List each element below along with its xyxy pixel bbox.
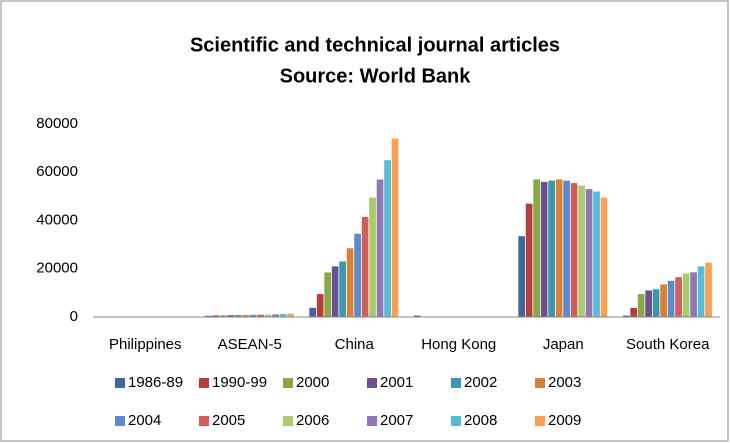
bar [697,266,705,317]
bar [525,203,533,317]
bar [518,236,526,317]
bar [287,313,294,317]
legend-swatch [283,416,293,426]
bar [690,272,697,317]
legend-label: 1986-89 [128,374,183,391]
x-tick-label: China [335,336,375,353]
legend-label: 2006 [296,412,329,429]
bar [339,261,346,317]
legend-label: 2003 [548,374,581,391]
bar [272,314,279,317]
bar [316,294,324,317]
bar [555,179,563,317]
legend-label: 1990-99 [212,374,267,391]
y-tick-label: 80000 [36,115,78,132]
x-tick-label: South Korea [626,336,710,353]
bar [585,189,593,317]
bar [675,277,682,317]
bar [413,315,421,317]
legend-swatch [367,416,377,426]
bar [376,179,384,317]
chart-title: Scientific and technical journal article… [190,34,560,56]
bar [279,313,287,317]
legend-swatch [199,416,209,426]
legend-swatch [535,378,545,388]
bar [309,307,317,317]
bar [361,216,369,317]
x-tick-label: Hong Kong [421,336,496,353]
bar [391,138,399,317]
bar [540,181,548,317]
bar [548,180,555,317]
y-tick-label: 40000 [36,211,78,228]
bar [219,315,227,317]
legend-swatch [535,416,545,426]
bar [257,314,264,317]
bar [369,197,376,317]
bar [354,233,361,317]
bar [204,315,212,317]
bar [242,314,249,317]
legend-label: 2008 [464,412,497,429]
y-tick-label: 0 [70,308,78,325]
legend-swatch [199,378,209,388]
bar [249,314,257,317]
legend-label: 2000 [296,374,329,391]
bar [212,315,219,317]
bar [622,315,630,317]
bar [578,185,585,317]
bar [637,294,645,317]
legend-label: 2002 [464,374,497,391]
x-tick-label: Japan [543,336,584,353]
bar [570,183,578,317]
legend-swatch [451,378,461,388]
bar [563,180,570,317]
bar [667,280,675,317]
legend-label: 2004 [128,412,161,429]
bar [384,160,391,317]
bar [227,315,234,317]
bar [593,191,600,317]
legend-swatch [367,378,377,388]
legend-label: 2009 [548,412,581,429]
bar [264,314,272,317]
legend-swatch [115,378,125,388]
legend-swatch [451,416,461,426]
bar [645,290,652,317]
legend-swatch [115,416,125,426]
x-tick-label: ASEAN-5 [218,336,282,353]
legend-label: 2005 [212,412,245,429]
bar [600,197,608,317]
legend-label: 2007 [380,412,413,429]
bar [331,266,339,317]
legend-label: 2001 [380,374,413,391]
chart-subtitle: Source: World Bank [280,65,472,87]
x-tick-label: Philippines [109,336,182,353]
bar [234,315,242,317]
y-tick-label: 60000 [36,163,78,180]
bar [346,248,354,317]
bar [682,273,690,317]
bar [533,179,540,317]
y-tick-label: 20000 [36,260,78,277]
bar [705,262,712,317]
bar [660,284,667,317]
legend-swatch [283,378,293,388]
bar [324,272,331,317]
bar [630,307,637,317]
bar [652,289,660,317]
